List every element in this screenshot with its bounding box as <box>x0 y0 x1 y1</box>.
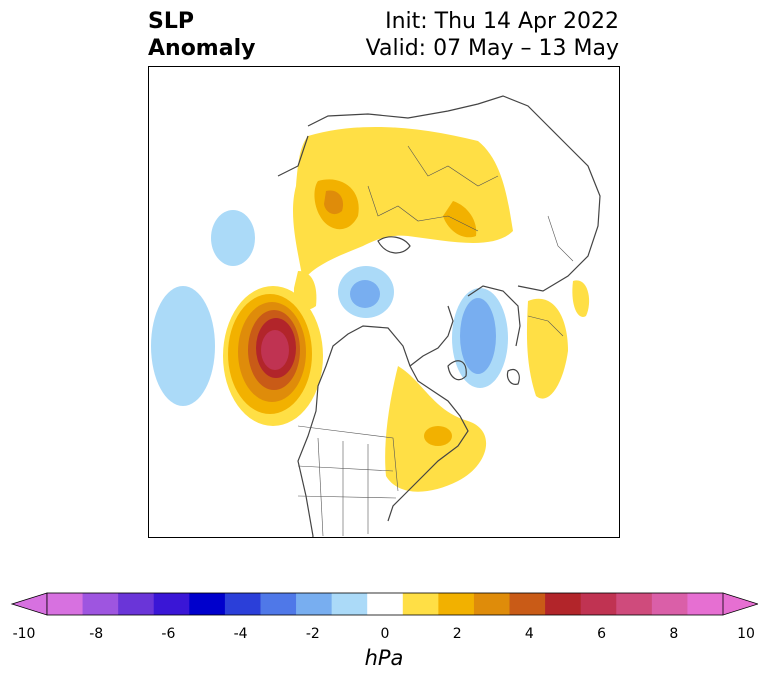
colorbar-bin <box>118 593 155 615</box>
coastlines <box>277 95 601 538</box>
colorbar-bin <box>47 593 84 615</box>
init-date: Init: Thu 14 Apr 2022 <box>385 9 619 34</box>
colorbar-bin <box>651 593 688 615</box>
colorbar-bin <box>509 593 546 615</box>
map-title: SLP Anomaly <box>148 8 255 62</box>
colorbar-bin <box>473 593 511 615</box>
colorbar-bin <box>367 593 404 615</box>
colorbar-tick-label: 2 <box>452 626 462 642</box>
colorbar-frame <box>46 592 724 616</box>
colorbar-tick-label: 0 <box>380 626 390 642</box>
colorbar-bin <box>260 593 297 615</box>
colorbar-bin <box>545 593 582 615</box>
colorbar-tick-label: 4 <box>524 626 534 642</box>
colorbar-tick-label: -8 <box>89 626 104 642</box>
colorbar-bin <box>153 593 190 615</box>
colorbar-tick-label: -6 <box>161 626 176 642</box>
positive-anomaly-northeast-pacific <box>223 286 323 426</box>
negative-anomaly-western-pacific <box>151 210 255 406</box>
title-line-2: Anomaly <box>148 36 256 61</box>
colorbar-extend-low <box>10 592 48 616</box>
colorbar-bin <box>438 593 475 615</box>
colorbar-tick-label: -2 <box>305 626 320 642</box>
map-subtitle: Init: Thu 14 Apr 2022 Valid: 07 May – 13… <box>366 8 619 62</box>
positive-anomaly-eurasia <box>293 126 513 281</box>
colorbar <box>10 592 758 616</box>
colorbar-bin <box>224 593 261 615</box>
map-frame <box>148 66 620 538</box>
negative-anomaly-north-atlantic <box>452 288 508 388</box>
colorbar-tick-label: 8 <box>669 626 679 642</box>
colorbar-bin <box>687 593 724 615</box>
colorbar-bin <box>296 593 333 615</box>
colorbar-tick-label: 10 <box>737 626 755 642</box>
title-line-1: SLP <box>148 9 194 34</box>
positive-anomaly-eastern-north-america <box>385 366 487 492</box>
positive-anomaly-europe <box>526 280 590 399</box>
colorbar-bin <box>331 593 368 615</box>
anomaly-map <box>148 66 620 538</box>
political-borders <box>297 145 574 537</box>
colorbar-tick-label: -10 <box>12 626 36 642</box>
valid-range: Valid: 07 May – 13 May <box>365 36 619 61</box>
colorbar-bin <box>402 593 439 615</box>
colorbar-unit-label: hPa <box>364 646 404 670</box>
colorbar-bin <box>189 593 226 615</box>
colorbar-bin <box>580 593 617 615</box>
colorbar-extend-high <box>722 592 758 616</box>
colorbar-bin <box>82 593 119 615</box>
colorbar-tick-label: 6 <box>597 626 607 642</box>
colorbar-tick-label: -4 <box>233 626 248 642</box>
colorbar-bin <box>616 593 653 615</box>
negative-anomaly-arctic <box>338 266 394 318</box>
